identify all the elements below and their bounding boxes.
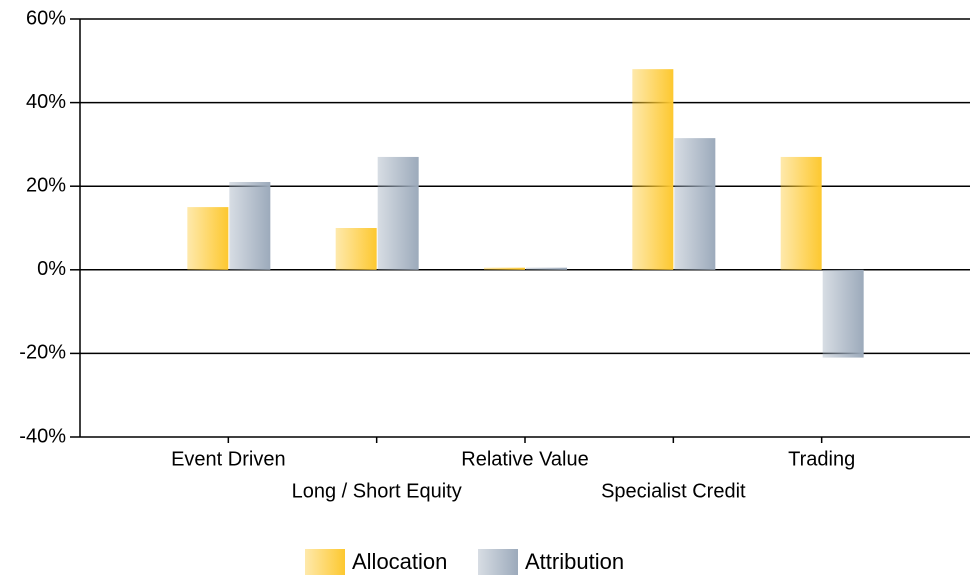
y-tick-label: 20% <box>26 174 66 196</box>
x-tick-label: Trading <box>788 448 855 470</box>
y-tick-label: -40% <box>19 425 66 447</box>
bar <box>632 69 674 270</box>
y-tick-label: 40% <box>26 91 66 113</box>
x-tick-label: Event Driven <box>171 448 286 470</box>
y-tick-label: 60% <box>26 7 66 29</box>
legend-label: Attribution <box>525 549 624 574</box>
bar <box>484 267 525 270</box>
bar <box>822 269 864 358</box>
legend-label: Allocation <box>352 549 447 574</box>
y-tick-label: 0% <box>37 258 66 280</box>
bar <box>377 156 419 270</box>
bar <box>674 138 716 270</box>
bar <box>780 156 822 270</box>
legend-swatch <box>478 549 518 575</box>
x-tick-label: Long / Short Equity <box>292 480 462 502</box>
legend-swatch <box>305 549 345 575</box>
x-tick-label: Specialist Credit <box>601 480 746 502</box>
bar <box>526 267 567 270</box>
bar <box>229 182 271 270</box>
bar <box>335 228 377 270</box>
y-tick-label: -20% <box>19 342 66 364</box>
x-tick-label: Relative Value <box>461 448 588 470</box>
bar <box>187 207 229 270</box>
